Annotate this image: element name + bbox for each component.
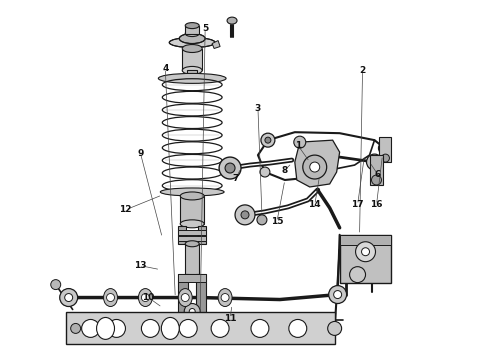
Text: 2: 2 <box>360 66 366 75</box>
Ellipse shape <box>180 192 204 200</box>
Bar <box>340 235 392 245</box>
Circle shape <box>65 293 73 302</box>
Bar <box>340 235 392 283</box>
Ellipse shape <box>169 37 215 48</box>
Bar <box>178 226 186 244</box>
Ellipse shape <box>178 289 192 306</box>
Ellipse shape <box>103 289 118 306</box>
Circle shape <box>235 205 255 225</box>
Text: 5: 5 <box>202 24 208 33</box>
Bar <box>178 230 206 235</box>
Circle shape <box>303 155 327 179</box>
Circle shape <box>181 293 189 302</box>
Circle shape <box>71 323 81 333</box>
Ellipse shape <box>185 31 199 37</box>
Ellipse shape <box>187 76 197 81</box>
Circle shape <box>310 162 319 172</box>
Ellipse shape <box>160 188 224 196</box>
Circle shape <box>142 319 159 337</box>
Circle shape <box>265 137 271 143</box>
Circle shape <box>219 157 241 179</box>
Bar <box>178 236 206 241</box>
Circle shape <box>189 309 195 315</box>
Text: 9: 9 <box>137 149 144 158</box>
Text: 13: 13 <box>134 261 147 270</box>
Ellipse shape <box>185 241 199 247</box>
Bar <box>185 26 199 33</box>
Bar <box>178 274 188 314</box>
Text: 3: 3 <box>255 104 261 113</box>
Circle shape <box>106 293 115 302</box>
Text: 16: 16 <box>370 201 383 210</box>
Circle shape <box>371 159 377 165</box>
Bar <box>178 274 206 282</box>
Text: 1: 1 <box>294 141 301 150</box>
Text: 4: 4 <box>162 64 169 73</box>
Ellipse shape <box>227 17 237 24</box>
Circle shape <box>362 248 369 256</box>
Circle shape <box>184 303 200 319</box>
Circle shape <box>367 154 383 170</box>
Circle shape <box>334 291 342 298</box>
Circle shape <box>382 154 390 162</box>
Bar <box>66 312 335 345</box>
Ellipse shape <box>138 289 152 306</box>
Ellipse shape <box>158 73 226 84</box>
Ellipse shape <box>218 289 232 306</box>
Circle shape <box>289 319 307 337</box>
Circle shape <box>371 175 382 185</box>
Polygon shape <box>212 41 220 49</box>
Circle shape <box>225 163 235 173</box>
Circle shape <box>294 136 306 148</box>
Circle shape <box>142 293 149 302</box>
Circle shape <box>251 319 269 337</box>
Bar <box>196 274 206 314</box>
Text: 8: 8 <box>282 166 288 175</box>
Circle shape <box>257 215 267 225</box>
Text: 10: 10 <box>142 293 154 302</box>
Circle shape <box>261 133 275 147</box>
Circle shape <box>60 289 77 306</box>
Circle shape <box>211 319 229 337</box>
Ellipse shape <box>180 220 204 228</box>
Circle shape <box>179 319 197 337</box>
Text: 12: 12 <box>119 206 132 215</box>
Ellipse shape <box>161 318 179 339</box>
Bar <box>185 244 199 274</box>
Circle shape <box>378 142 391 154</box>
Text: 17: 17 <box>351 201 364 210</box>
Circle shape <box>349 267 366 283</box>
Circle shape <box>107 319 125 337</box>
Circle shape <box>356 242 375 262</box>
Ellipse shape <box>182 67 202 75</box>
Bar <box>187 71 197 78</box>
Text: 7: 7 <box>233 174 239 183</box>
Circle shape <box>221 293 229 302</box>
Ellipse shape <box>182 45 202 53</box>
Circle shape <box>241 211 249 219</box>
Text: 11: 11 <box>224 314 236 323</box>
Bar <box>369 155 384 185</box>
Polygon shape <box>295 140 340 187</box>
Bar <box>198 226 206 244</box>
Bar <box>180 196 204 224</box>
Ellipse shape <box>185 23 199 28</box>
Circle shape <box>51 280 61 289</box>
Circle shape <box>82 319 99 337</box>
Ellipse shape <box>179 33 205 44</box>
Text: 14: 14 <box>308 201 321 210</box>
Bar <box>379 137 392 162</box>
Bar <box>182 49 202 71</box>
Circle shape <box>382 146 387 150</box>
Circle shape <box>328 321 342 336</box>
Text: 15: 15 <box>270 217 283 226</box>
Circle shape <box>260 167 270 177</box>
Ellipse shape <box>97 318 115 339</box>
Text: 6: 6 <box>374 170 381 179</box>
Circle shape <box>329 285 346 303</box>
